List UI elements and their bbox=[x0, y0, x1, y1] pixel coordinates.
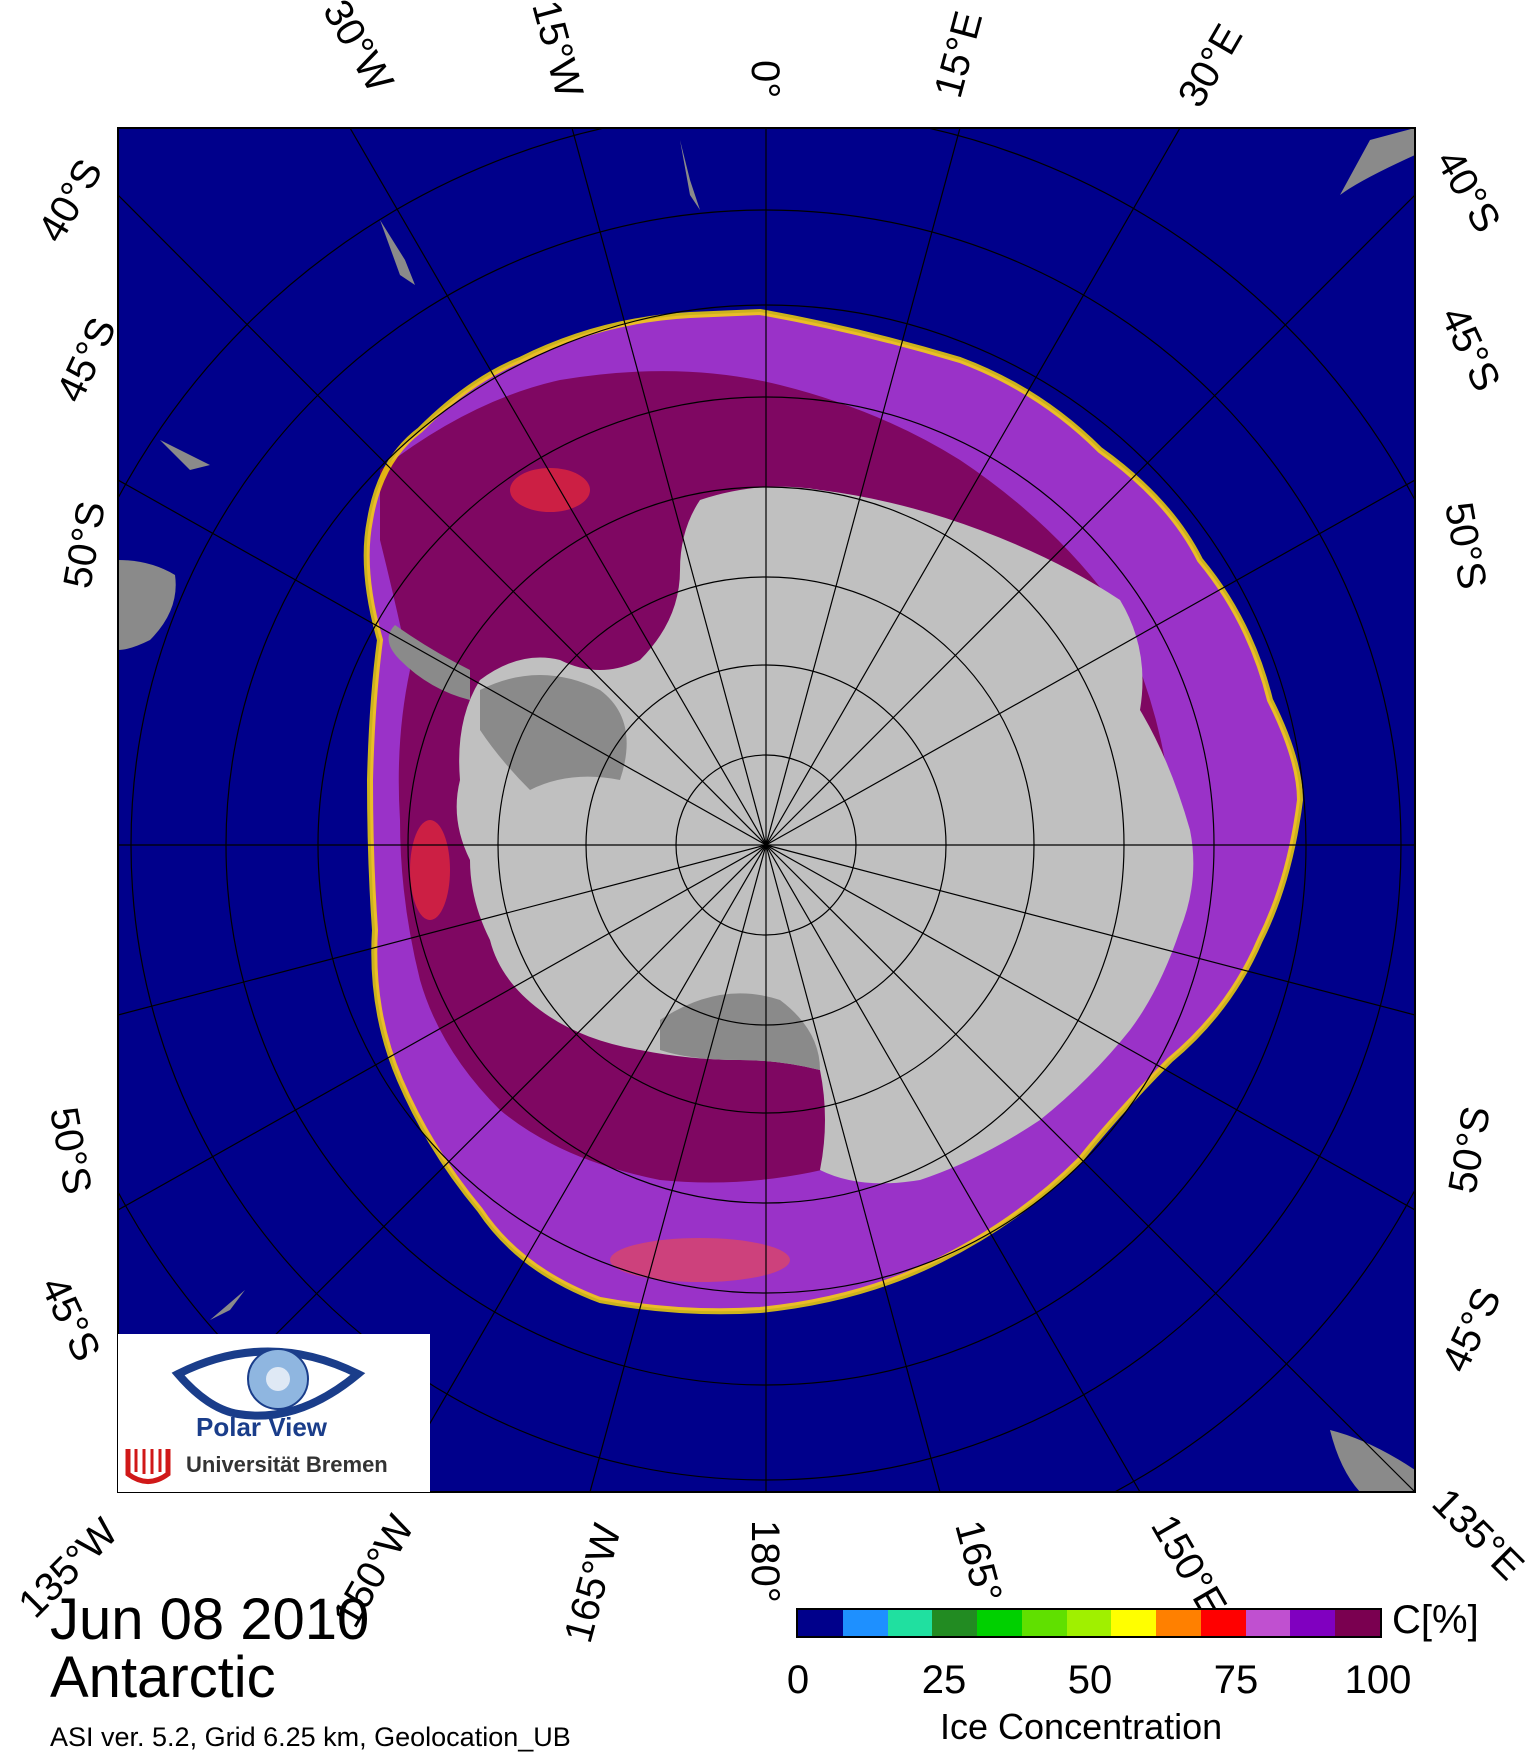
legend-color-segment bbox=[1335, 1610, 1380, 1636]
land-island bbox=[380, 220, 415, 285]
lat-label-right-50s: 50°S bbox=[1436, 499, 1494, 592]
lat-label-right-50s-lower: 50°S bbox=[1441, 1103, 1499, 1196]
land-south-america bbox=[118, 560, 176, 650]
legend-tick: 100 bbox=[1344, 1658, 1412, 1702]
logo-name: Polar View bbox=[196, 1412, 328, 1442]
lon-label-15w: 15°W bbox=[523, 0, 591, 102]
logo-institution: Universität Bremen bbox=[186, 1452, 388, 1477]
lon-label-0: 0° bbox=[743, 60, 787, 98]
legend-color-segment bbox=[977, 1610, 1022, 1636]
legend-tick: 75 bbox=[1213, 1658, 1259, 1702]
high-variability-patch bbox=[410, 820, 450, 920]
lat-label-left-50s: 50°S bbox=[56, 498, 114, 591]
lon-label-180: 180° bbox=[743, 1520, 787, 1603]
legend-color-segment bbox=[1156, 1610, 1201, 1636]
map-date: Jun 08 2010 bbox=[50, 1587, 370, 1652]
polar-view-logo: Polar View Universität Bremen bbox=[118, 1334, 430, 1492]
high-variability-patch bbox=[610, 1238, 790, 1282]
lon-label-135e: 135°E bbox=[1424, 1480, 1531, 1588]
lat-label-left-50s-lower: 50°S bbox=[41, 1104, 99, 1197]
eye-icon bbox=[125, 1347, 366, 1484]
lat-label-left-40s: 40°S bbox=[30, 152, 112, 249]
lon-label-30e: 30°E bbox=[1170, 17, 1252, 114]
legend-color-segment bbox=[1111, 1610, 1157, 1636]
legend-title: Ice Concentration bbox=[940, 1706, 1223, 1747]
legend-color-segment bbox=[887, 1610, 933, 1636]
legend-color-segment bbox=[1200, 1610, 1246, 1636]
ice-shelf-weddell bbox=[480, 675, 627, 790]
legend-color-segment bbox=[842, 1610, 888, 1636]
lon-label-30w: 30°W bbox=[314, 0, 401, 100]
legend-color-segment bbox=[932, 1610, 978, 1636]
lon-label-150e: 150°E bbox=[1142, 1508, 1235, 1625]
legend-color-segment bbox=[798, 1610, 843, 1636]
antarctica-landmass bbox=[456, 486, 1194, 1184]
legend-tick: 50 bbox=[1067, 1658, 1113, 1702]
lon-label-165e: 165° bbox=[946, 1516, 1010, 1607]
lat-label-left-45s-lower: 45°S bbox=[32, 1270, 109, 1368]
high-variability-patch bbox=[510, 468, 590, 512]
map-info: ASI ver. 5.2, Grid 6.25 km, Geolocation_… bbox=[50, 1722, 571, 1752]
lat-label-right-45s-lower: 45°S bbox=[1433, 1281, 1510, 1379]
graticule bbox=[118, 128, 1415, 1492]
lon-label-15e: 15°E bbox=[926, 7, 991, 103]
lat-label-right-45s: 45°S bbox=[1432, 300, 1509, 398]
legend-color-segment bbox=[1245, 1610, 1291, 1636]
legend-unit: C[%] bbox=[1392, 1598, 1479, 1642]
land-tasmania bbox=[1340, 128, 1415, 195]
map-frame bbox=[117, 127, 1416, 1493]
legend-color-segment bbox=[1021, 1610, 1067, 1636]
legend-color-segment bbox=[1066, 1610, 1112, 1636]
land-island bbox=[160, 440, 210, 470]
lat-label-left-45s: 45°S bbox=[48, 311, 125, 409]
land-new-zealand bbox=[1330, 1430, 1415, 1492]
lon-label-165w: 165°W bbox=[556, 1519, 630, 1647]
color-scale-bar bbox=[796, 1608, 1382, 1638]
map-region: Antarctic bbox=[50, 1645, 276, 1710]
legend-color-segment bbox=[1290, 1610, 1336, 1636]
legend-tick: 25 bbox=[921, 1658, 967, 1702]
legend-tick: 0 bbox=[786, 1658, 810, 1702]
land-island bbox=[210, 1290, 245, 1320]
lat-label-right-40s: 40°S bbox=[1427, 143, 1509, 240]
